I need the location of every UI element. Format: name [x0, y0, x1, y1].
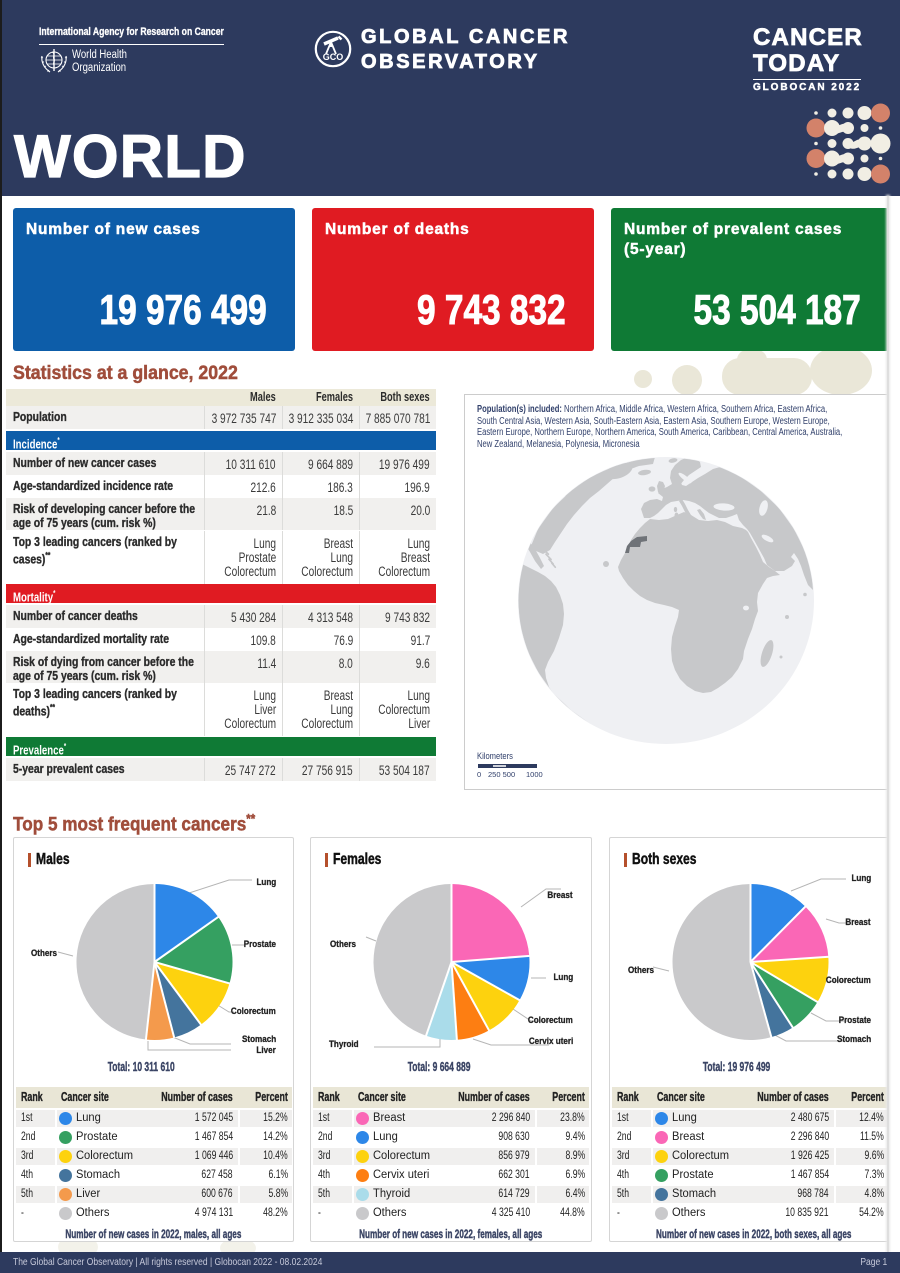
svg-text:0: 0 [477, 770, 481, 779]
svg-text:GCO: GCO [323, 52, 344, 62]
svg-text:1000: 1000 [526, 770, 543, 779]
svg-text:250 500: 250 500 [488, 770, 515, 779]
